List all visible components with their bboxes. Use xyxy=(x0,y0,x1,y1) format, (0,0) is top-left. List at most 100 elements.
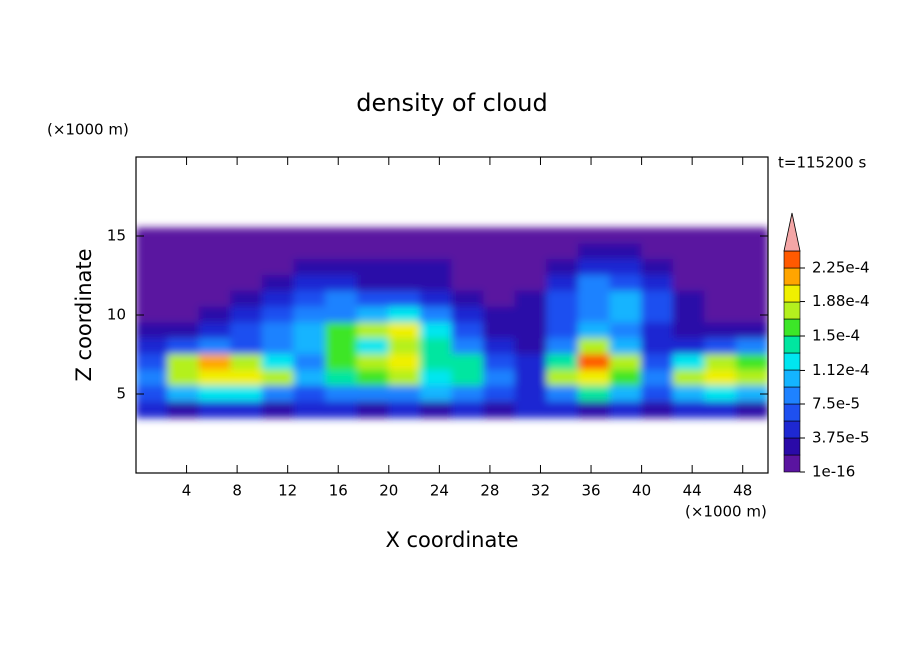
x-tick-label: 32 xyxy=(531,482,550,500)
contour-cell xyxy=(672,243,706,261)
contour-cell xyxy=(419,243,453,261)
contour-cell xyxy=(672,275,706,292)
contour-cell xyxy=(704,322,737,340)
contour-cell xyxy=(419,227,453,245)
contour-cell xyxy=(546,290,579,308)
contour-cell xyxy=(167,369,200,387)
x-tick-label: 28 xyxy=(480,482,499,500)
contour-cell xyxy=(198,401,232,419)
colorbar-box xyxy=(783,301,801,320)
contour-cell xyxy=(641,354,674,371)
contour-cell xyxy=(198,259,232,276)
contour-cell xyxy=(451,369,485,387)
x-tick-label: 20 xyxy=(379,482,398,500)
contour-cell xyxy=(451,338,485,355)
contour-cell xyxy=(325,259,358,276)
contour-cell xyxy=(514,227,548,245)
colorbar-box xyxy=(783,284,801,303)
contour-cell xyxy=(609,227,643,245)
contour-cell xyxy=(672,290,706,308)
contour-cell xyxy=(704,369,737,387)
contour-cell xyxy=(293,322,327,340)
contour-cell xyxy=(198,227,232,245)
contour-cell xyxy=(577,322,611,340)
contour-cell xyxy=(325,322,358,340)
contour-cell xyxy=(577,275,611,292)
contour-cell xyxy=(609,401,643,419)
contour-cell xyxy=(388,385,421,403)
contour-cell xyxy=(514,290,548,308)
colorbar-box xyxy=(783,403,801,422)
contour-cell xyxy=(672,306,706,324)
contour-cell xyxy=(641,322,674,340)
contour-cell xyxy=(356,322,390,340)
contour-cell xyxy=(451,259,485,276)
contour-cell xyxy=(609,354,643,371)
contour-cell xyxy=(641,243,674,261)
contour-cell xyxy=(672,354,706,371)
contour-cell xyxy=(136,306,169,324)
contour-cell xyxy=(136,290,169,308)
contour-cell xyxy=(483,227,516,245)
contour-cell xyxy=(325,401,358,419)
colorbar-tick-label: 1e-16 xyxy=(812,463,855,481)
chart-title: density of cloud xyxy=(356,89,547,117)
x-tick-label: 44 xyxy=(683,482,702,500)
contour-cell xyxy=(293,227,327,245)
contour-cell xyxy=(735,369,768,387)
contour-cell xyxy=(704,306,737,324)
contour-cell xyxy=(514,385,548,403)
contour-cell xyxy=(136,259,169,276)
contour-cell xyxy=(293,306,327,324)
contour-cell xyxy=(261,369,295,387)
contour-cell xyxy=(136,243,169,261)
colorbar-tick-label: 1.88e-4 xyxy=(812,292,870,310)
contour-cell xyxy=(198,354,232,371)
contour-cell xyxy=(388,275,421,292)
colorbar-box xyxy=(783,386,801,405)
contour-cell xyxy=(419,322,453,340)
contour-cell xyxy=(230,322,263,340)
contour-cell xyxy=(546,275,579,292)
contour-cell xyxy=(388,322,421,340)
contour-cell xyxy=(325,227,358,245)
contour-cell xyxy=(483,369,516,387)
colorbar-box xyxy=(783,335,801,354)
contour-cell xyxy=(136,275,169,292)
contour-cell xyxy=(704,243,737,261)
contour-cell xyxy=(451,354,485,371)
contour-cell xyxy=(735,338,768,355)
contour-cell xyxy=(735,275,768,292)
contour-cell xyxy=(451,306,485,324)
contour-cell xyxy=(167,401,200,419)
contour-cell xyxy=(577,306,611,324)
contour-cell xyxy=(546,306,579,324)
contour-cell xyxy=(325,290,358,308)
contour-cell xyxy=(293,290,327,308)
contour-cell xyxy=(672,385,706,403)
contour-cell xyxy=(546,385,579,403)
contour-cell xyxy=(704,290,737,308)
contour-cell xyxy=(325,306,358,324)
contour-cell xyxy=(261,322,295,340)
contour-cell xyxy=(514,275,548,292)
contour-cell xyxy=(167,259,200,276)
contour-cell xyxy=(293,259,327,276)
contour-cell xyxy=(451,275,485,292)
contour-cell xyxy=(167,385,200,403)
contour-cell xyxy=(356,243,390,261)
contour-cell xyxy=(609,369,643,387)
colorbar-extend xyxy=(783,212,801,252)
contour-cell xyxy=(483,275,516,292)
contour-cell xyxy=(577,354,611,371)
contour-cell xyxy=(577,290,611,308)
contour-cell xyxy=(325,243,358,261)
contour-cell xyxy=(198,306,232,324)
contour-cell xyxy=(735,306,768,324)
contour-cell xyxy=(641,385,674,403)
contour-cell xyxy=(198,338,232,355)
contour-cell xyxy=(136,401,169,419)
y-tick-label: 10 xyxy=(107,306,126,324)
contour-cell xyxy=(672,259,706,276)
colorbar: 1e-16 3.75e-5 7.5e-5 1.12e-4 1.5e-4 1.88e-4 2.… xyxy=(783,212,870,481)
